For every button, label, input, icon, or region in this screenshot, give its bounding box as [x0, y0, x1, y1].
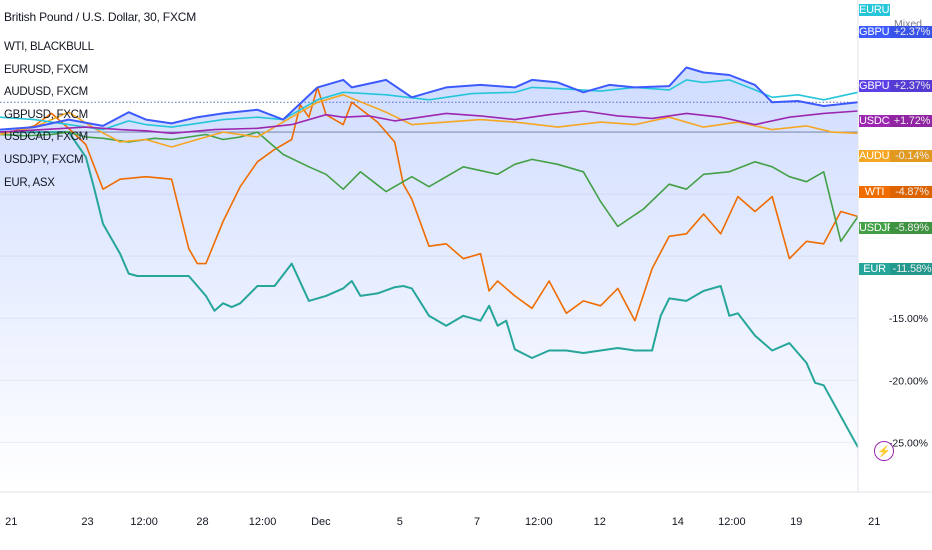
price-tag-value: -11.58% [890, 263, 932, 275]
legend-item-eurusd[interactable]: EURUSD, FXCM [4, 63, 88, 76]
legend-item-eur[interactable]: EUR, ASX [4, 176, 55, 189]
legend-item-wti[interactable]: WTI, BLACKBULL [4, 41, 94, 53]
price-tag-symbol: USDCAD [859, 115, 905, 127]
price-tag-eur: EUR -11.58% [859, 259, 932, 279]
price-tag-eurusd: EURUSD [859, 0, 932, 20]
price-tag-value: -5.89% [890, 222, 932, 234]
price-tag-usdcad: USDCAD +1.72% [859, 111, 932, 131]
y-tick-label: -20.00% [889, 375, 928, 387]
price-tag-value: -4.87% [890, 186, 932, 198]
x-tick-label: 7 [474, 516, 480, 528]
y-tick-label: -15.00% [889, 313, 928, 325]
x-tick-label: 28 [196, 516, 208, 528]
series-line-eur [0, 131, 859, 448]
x-tick-label: 12:00 [718, 516, 746, 528]
series-legend: WTI, BLACKBULL EURUSD, FXCM AUDUSD, FXCM… [4, 36, 94, 194]
chart-title: British Pound / U.S. Dollar, 30, FXCM [4, 10, 197, 24]
series-line-audusd [0, 94, 859, 148]
legend-item-usdcad[interactable]: USDCAD, FXCM [4, 131, 88, 144]
price-tag-symbol: EURUSD [859, 4, 905, 16]
series-line-wti [0, 86, 859, 322]
price-tag-symbol: AUDUSD [859, 150, 905, 162]
x-tick-label: 12 [594, 516, 606, 528]
price-tag-symbol: WTI [859, 186, 890, 198]
legend-item-gbpusd[interactable]: GBPUSD, FXCM [4, 108, 88, 121]
x-tick-label: 19 [790, 516, 802, 528]
x-tick-label: 12:00 [249, 516, 277, 528]
price-tag-gbpusd-2: GBPUSD +2.37% [859, 76, 932, 96]
x-tick-label: 23 [81, 516, 93, 528]
x-tick-label: 21 [868, 516, 880, 528]
series-line-gbpusd [0, 66, 859, 131]
x-tick-label: Dec [311, 516, 331, 528]
lightning-icon[interactable]: ⚡ [874, 441, 894, 461]
x-tick-label: 14 [672, 516, 684, 528]
x-tick-label: 5 [397, 516, 403, 528]
legend-item-usdjpy[interactable]: USDJPY, FXCM [4, 153, 84, 166]
x-tick-label: 21 [5, 516, 17, 528]
y-tick-label: -25.00% [889, 437, 928, 449]
price-tag-value: -0.14% [890, 150, 932, 162]
series-lines [0, 66, 859, 448]
price-tag-symbol: GBPUSD [859, 26, 905, 38]
price-tag-wti: WTI -4.87% [859, 182, 932, 202]
legend-item-audusd[interactable]: AUDUSD, FXCM [4, 86, 88, 99]
price-tag-symbol: GBPUSD [859, 80, 905, 92]
price-tag-symbol: EUR [859, 263, 890, 275]
series-line-eurusd [0, 79, 859, 131]
price-tag-audusd: AUDUSD -0.14% [859, 146, 932, 166]
price-axis: -15.00% -20.00% -25.00% [889, 313, 928, 449]
area-fill [0, 67, 858, 492]
price-tag-value: +2.37% [890, 26, 932, 38]
x-tick-label: 12:00 [525, 516, 553, 528]
series-line-usdjpy [0, 131, 859, 243]
series-line-usdcad [0, 110, 859, 135]
price-tag-gbpusd: GBPUSD +2.37% [859, 22, 932, 42]
price-tag-symbol: USDJPY [859, 222, 902, 234]
price-tag-value: +2.37% [890, 80, 932, 92]
price-tag-value: +1.72% [890, 115, 932, 127]
price-tag-usdjpy: USDJPY -5.89% [859, 218, 932, 238]
x-tick-label: 12:00 [130, 516, 158, 528]
time-axis: 21 23 12:00 28 12:00 Dec 5 7 12:00 12 14 12:00 19 21 [5, 516, 880, 528]
